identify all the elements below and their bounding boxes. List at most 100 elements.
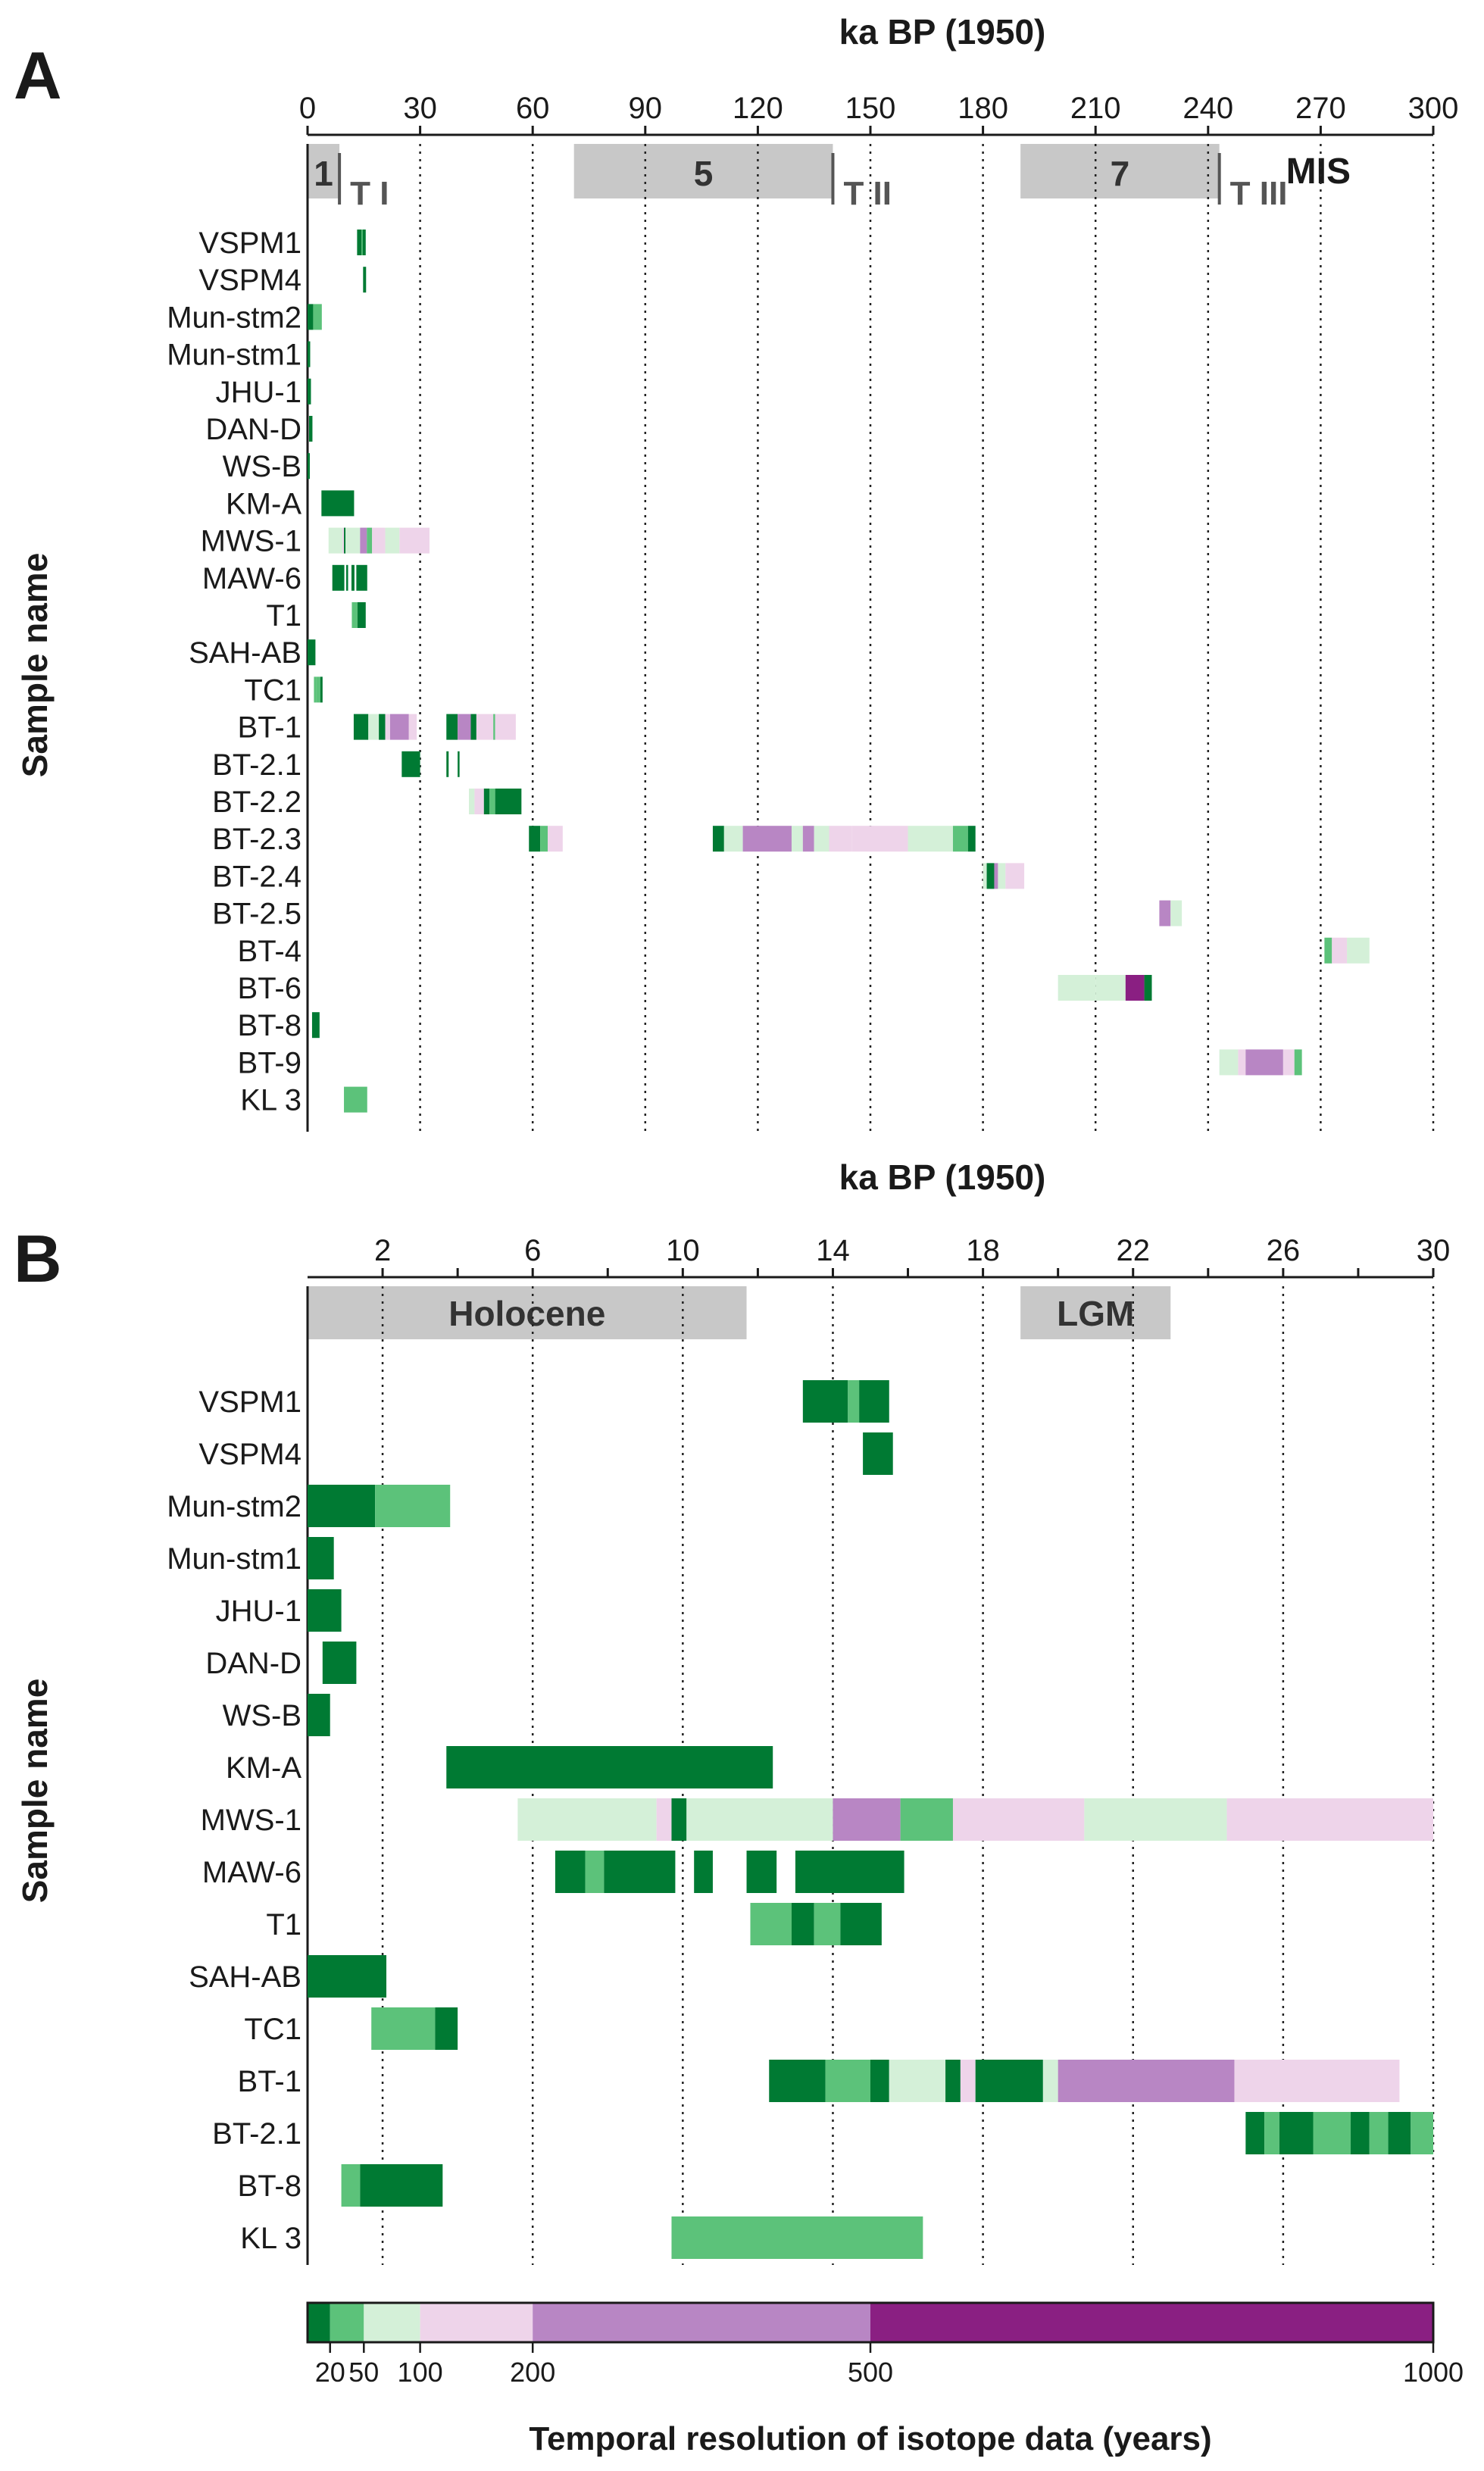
resolution-segment (476, 714, 494, 740)
panel-a-mis-label: MIS (1286, 152, 1351, 192)
sample-label: BT-8 (238, 2170, 301, 2203)
sample-label: JHU-1 (216, 1595, 301, 1628)
resolution-segment (495, 714, 516, 740)
resolution-segment (367, 527, 373, 554)
resolution-segment (986, 863, 995, 889)
resolution-segment (863, 1432, 893, 1475)
resolution-segment (1411, 2112, 1433, 2154)
resolution-segment (1351, 2112, 1370, 2154)
sample-label: BT-8 (238, 1009, 301, 1042)
resolution-segment (344, 527, 346, 554)
resolution-segment (1159, 900, 1171, 926)
sample-label: WS-B (223, 450, 301, 483)
tick-label: 120 (733, 92, 783, 125)
resolution-segment (495, 789, 522, 814)
colorbar-swatches (308, 2303, 1433, 2342)
sample-label: BT-2.1 (212, 748, 301, 782)
sample-label: T1 (266, 599, 301, 633)
resolution-segment (769, 2060, 826, 2102)
colorbar-tick-label: 1000 (1403, 2357, 1464, 2388)
colorbar-tick-label: 50 (348, 2357, 379, 2388)
resolution-segment (851, 826, 908, 852)
resolution-segment (308, 639, 316, 666)
resolution-segment (308, 453, 310, 480)
panel-b-ylabel: Sample name (15, 1679, 55, 1904)
resolution-segment (889, 2060, 946, 2102)
panel-a-letter: A (14, 38, 62, 113)
band-label-1: 5 (694, 154, 714, 193)
tick-label: 0 (299, 92, 316, 125)
resolution-segment (859, 1380, 889, 1423)
resolution-segment (357, 602, 366, 628)
resolution-segment (1294, 1049, 1302, 1076)
resolution-segment (308, 416, 313, 442)
resolution-segment (1388, 2112, 1411, 2154)
band-label-0: Holocene (448, 1294, 605, 1333)
resolution-segment (308, 1589, 342, 1632)
resolution-segment (360, 527, 367, 554)
resolution-segment (791, 1903, 814, 1945)
resolution-segment (371, 2007, 436, 2050)
resolution-segment (945, 2060, 961, 2102)
resolution-segment (322, 1642, 357, 1684)
resolution-segment (952, 826, 968, 852)
band-label-0: 1 (314, 154, 333, 193)
resolution-segment (585, 1851, 605, 1893)
colorbar-swatch (870, 2303, 1433, 2342)
resolution-segment (351, 602, 358, 628)
resolution-segment (1369, 2112, 1389, 2154)
resolution-segment (833, 1798, 901, 1841)
termination-label: T I (350, 175, 389, 212)
resolution-segment (385, 527, 400, 554)
sample-label: BT-9 (238, 1046, 301, 1079)
panel-a-terminations: T I T II T III (338, 153, 1287, 212)
tick-label: 210 (1070, 92, 1121, 125)
panel-b-segments (308, 1380, 1433, 2259)
resolution-segment (870, 2060, 889, 2102)
resolution-segment (555, 1851, 586, 1893)
resolution-segment (308, 1537, 334, 1579)
band-label-1: LGM (1057, 1294, 1134, 1333)
resolution-segment (952, 1798, 1085, 1841)
tick-label: 10 (666, 1234, 700, 1267)
tick-label: 18 (966, 1234, 1000, 1267)
resolution-segment (468, 789, 475, 814)
resolution-segment (540, 826, 548, 852)
resolution-segment (983, 863, 987, 889)
resolution-segment (960, 2060, 976, 2102)
colorbar-title: Temporal resolution of isotope data (yea… (529, 2420, 1211, 2457)
resolution-segment (750, 1903, 792, 1945)
panel-b: B ka BP (1950) Sample name Holocene LGM 2… (14, 1157, 1450, 2265)
colorbar-swatch (330, 2303, 364, 2342)
resolution-segment (791, 826, 803, 852)
tick-label: 300 (1408, 92, 1459, 125)
resolution-segment (311, 1012, 320, 1039)
resolution-segment (829, 826, 852, 852)
resolution-segment (967, 826, 976, 852)
resolution-segment (385, 714, 390, 740)
colorbar-tick-label: 200 (510, 2357, 555, 2388)
sample-label: BT-4 (238, 935, 301, 968)
resolution-segment (308, 1955, 387, 1998)
panel-a-ylabel: Sample name (15, 553, 55, 778)
resolution-segment (548, 826, 563, 852)
sample-label: WS-B (223, 1699, 301, 1732)
sample-label: VSPM1 (198, 1385, 301, 1419)
resolution-segment (308, 304, 314, 330)
band-1 (1020, 1286, 1171, 1339)
sample-label: DAN-D (205, 1647, 301, 1680)
resolution-segment (746, 1851, 777, 1893)
resolution-segment (379, 714, 386, 740)
resolution-segment (1347, 937, 1370, 964)
panel-b-sample-labels: VSPM1 VSPM4 Mun-stm2 Mun-stm1 JHU-1 DAN-D WS-B… (167, 1385, 301, 2255)
sample-label: MAW-6 (202, 1856, 301, 1889)
resolution-segment (458, 714, 471, 740)
resolution-segment (446, 714, 458, 740)
sample-label: Mun-stm1 (167, 339, 301, 372)
sample-label: SAH-AB (189, 636, 301, 670)
resolution-segment (814, 826, 829, 852)
resolution-segment (308, 1485, 376, 1527)
resolution-segment (802, 826, 814, 852)
resolution-segment (446, 1746, 773, 1788)
resolution-segment (994, 863, 998, 889)
